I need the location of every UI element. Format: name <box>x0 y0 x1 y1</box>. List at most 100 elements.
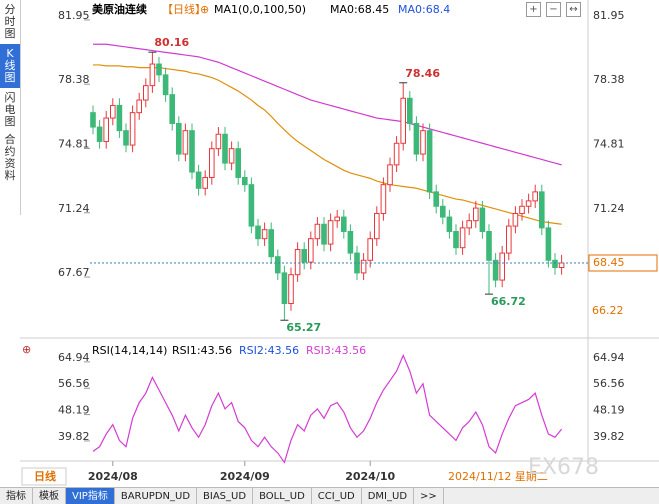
icon-fit[interactable]: ↔ <box>566 2 581 17</box>
candle-body <box>129 112 136 146</box>
bottom-tab[interactable]: BIAS_UD <box>197 488 254 504</box>
candle-body <box>387 164 393 186</box>
candle-body <box>235 148 241 178</box>
candle-body <box>228 148 235 164</box>
ma-line <box>93 43 562 166</box>
candle-body <box>182 130 189 155</box>
candle-body <box>525 200 532 207</box>
side-tab[interactable]: K线图 <box>0 44 20 88</box>
bottom-tab[interactable]: >> <box>414 488 444 504</box>
candle-body <box>103 117 110 142</box>
side-tab[interactable]: 分时图 <box>4 3 16 40</box>
rsi-tick-label: 48.19 <box>58 404 90 417</box>
candle-body <box>413 122 420 155</box>
candle-body <box>552 259 558 268</box>
zoom-icons: + − ↔ <box>521 2 581 17</box>
candle-body <box>486 230 492 261</box>
candle-body <box>294 248 301 276</box>
chart: 美原油连续 【日线】 ⊕ MA1(0,0,100,50) MA0:68.45 M… <box>20 0 659 486</box>
rsi-tick-label-right: 48.19 <box>593 404 625 417</box>
high-label: 80.16 <box>154 36 189 49</box>
bottom-tab[interactable]: 指标 <box>0 488 33 504</box>
rsi-header: RSI3:43.56 <box>306 344 366 357</box>
candle-body <box>492 259 499 281</box>
candle-body <box>189 130 195 173</box>
candle-body <box>215 133 222 150</box>
y-tick-label: 81.95 <box>58 9 90 22</box>
candle-body <box>314 223 321 240</box>
candle-body <box>195 171 202 189</box>
ma-header: MA1(0,0,100,50) <box>214 3 306 16</box>
icon-plus[interactable]: + <box>526 2 541 17</box>
candle-body <box>96 126 103 142</box>
rsi-tick-label-right: 56.56 <box>593 377 625 390</box>
chart-title: 美原油连续 <box>92 2 147 16</box>
y-tick-label: 74.81 <box>58 137 90 150</box>
candle-body <box>248 184 255 227</box>
bottom-tab[interactable]: 模板 <box>33 488 66 504</box>
candle-body <box>440 205 446 218</box>
candle-body <box>506 225 512 254</box>
add-icon[interactable]: ⊕ <box>200 3 209 16</box>
candle-body <box>360 259 367 274</box>
icon-minus[interactable]: − <box>546 2 561 17</box>
rsi-tick-label: 39.82 <box>58 430 90 443</box>
rsi-header: RSI(14,14,14) <box>92 344 167 357</box>
y-tick-label: 67.67 <box>58 266 90 279</box>
y-tick-label: 78.38 <box>58 73 90 86</box>
rsi-tick-label: 56.56 <box>58 377 90 390</box>
low-label: 65.27 <box>286 321 321 334</box>
candle-body <box>426 130 433 193</box>
candle-body <box>473 207 479 222</box>
candle-body <box>255 225 261 240</box>
candle-body <box>393 142 400 166</box>
bottom-tab[interactable]: BARUPDN_UD <box>115 488 198 504</box>
candle-body <box>169 94 175 124</box>
candle-body <box>459 227 466 249</box>
candle-body <box>308 238 314 263</box>
y-tick-label-right: 78.38 <box>593 73 625 86</box>
candle-body <box>347 230 354 254</box>
bottom-tab[interactable]: BOLL_UD <box>253 488 312 504</box>
candle-body <box>275 256 281 274</box>
rsi-tick-label-right: 64.94 <box>593 351 625 364</box>
bottom-tab[interactable]: CCI_UD <box>312 488 362 504</box>
bottom-tab[interactable]: DMI_UD <box>362 488 415 504</box>
x-tick-label: 2024/08 <box>88 470 138 483</box>
y-tick-label-right: 81.95 <box>593 9 625 22</box>
y-tick-label: 71.24 <box>58 202 90 215</box>
ma-line <box>93 64 562 225</box>
period-box[interactable] <box>21 467 67 486</box>
watermark: EX678 <box>528 455 599 480</box>
candle-body <box>539 191 545 229</box>
extra-price-label: 66.22 <box>592 304 624 317</box>
candle-body <box>327 220 334 245</box>
high-label: 78.46 <box>405 67 440 80</box>
side-tab[interactable]: 闪电图 <box>4 91 16 128</box>
candle-body <box>301 248 307 263</box>
bottom-tab[interactable]: VIP指标 <box>66 488 115 504</box>
candle-body <box>545 227 552 261</box>
candle-body <box>519 205 525 214</box>
candle-body <box>209 148 215 178</box>
y-tick-label-right: 74.81 <box>593 137 625 150</box>
candle-body <box>374 212 380 240</box>
candle-body <box>156 63 162 76</box>
low-label: 66.72 <box>491 295 526 308</box>
cursor-date: 2024/11/12 星期二 <box>448 470 548 483</box>
candle-body <box>268 229 274 258</box>
candle-body <box>558 262 565 268</box>
candle-body <box>433 191 439 207</box>
x-tick-label: 2024/09 <box>220 470 270 483</box>
rsi-icon[interactable]: ⊕ <box>22 343 31 356</box>
bottom-tabs: 指标 模板 VIP指标 BARUPDN_UD BIAS_UD BOLL_UD CCI_UD D… <box>0 487 659 504</box>
candle-body <box>261 229 268 240</box>
rsi-tick-label-right: 39.82 <box>593 430 625 443</box>
period: 【日线】 <box>162 2 206 16</box>
candle-body <box>341 216 347 232</box>
candle-body <box>380 184 387 214</box>
candle-body <box>499 252 505 281</box>
side-tab[interactable]: 合约资料 <box>4 133 16 182</box>
rsi-line <box>92 353 563 464</box>
